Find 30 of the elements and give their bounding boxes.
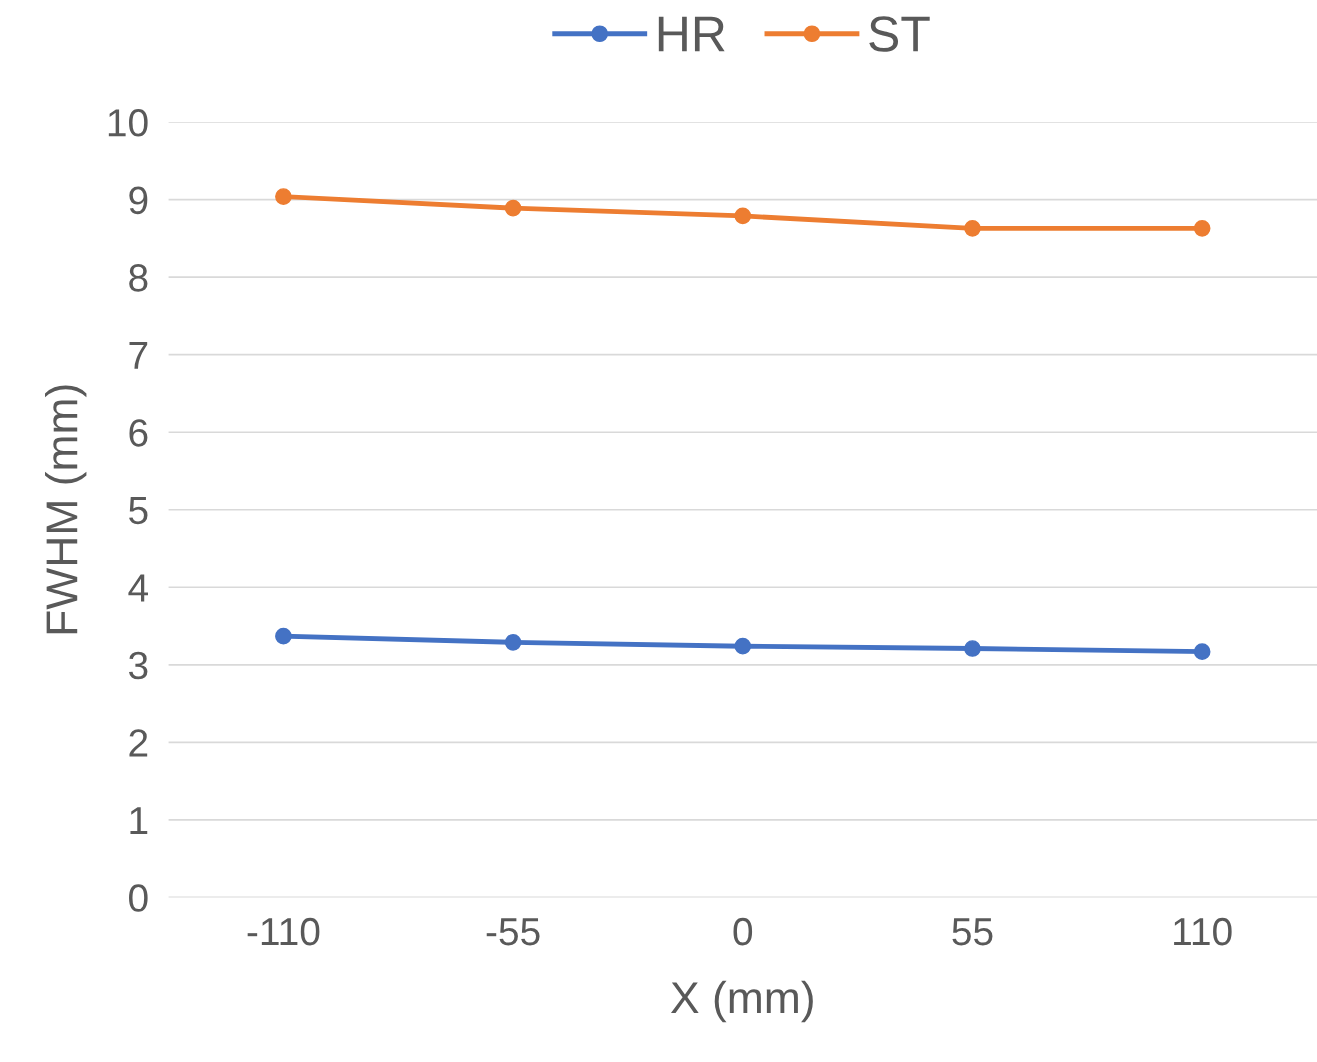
x-tick-label: -110: [247, 917, 320, 946]
point: [964, 640, 981, 657]
y-tick-label: 10: [108, 109, 148, 137]
point: [504, 633, 522, 651]
point: [275, 627, 292, 645]
point: [734, 637, 752, 655]
x-tick-label: 110: [1174, 917, 1232, 946]
x-tick-label: 55: [952, 918, 993, 946]
point: [1193, 220, 1211, 237]
x-tick-label: 0: [733, 917, 753, 946]
point: [275, 188, 292, 205]
y-tick-label: 7: [129, 342, 148, 369]
y-tick-label: 9: [129, 186, 148, 215]
y-tick-label: 6: [129, 419, 148, 447]
y-tick-label: 5: [129, 497, 148, 525]
point: [504, 199, 522, 217]
y-tick-label: 8: [129, 264, 148, 292]
point: [1193, 643, 1211, 660]
y-tick-label: 2: [129, 729, 148, 757]
x-tick-label: -55: [486, 918, 540, 946]
legend-label: ST: [869, 16, 930, 52]
point: [734, 207, 752, 225]
point: [964, 220, 981, 237]
y-tick-label: 0: [129, 884, 148, 912]
y-tick-label: 1: [130, 807, 148, 834]
y-tick-label: 3: [128, 651, 148, 680]
x-axis-title: X (mm): [670, 980, 813, 1023]
legend-label: HR: [658, 16, 725, 52]
y-tick-label: 4: [128, 574, 148, 602]
y-axis-title: FWHM (mm): [45, 385, 87, 634]
